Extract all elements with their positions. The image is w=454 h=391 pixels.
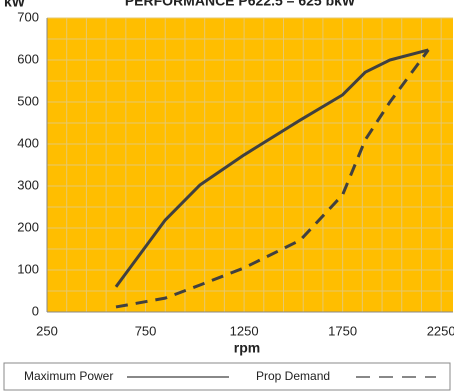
y-axis-label: kW <box>4 0 26 10</box>
x-tick-label: 750 <box>135 323 157 338</box>
y-tick-label: 600 <box>17 51 39 66</box>
x-axis-label: rpm <box>234 340 260 356</box>
y-tick-label: 0 <box>32 303 39 318</box>
series-line <box>115 49 430 309</box>
legend-label: Prop Demand <box>256 369 330 383</box>
y-tick-label: 700 <box>17 9 39 24</box>
series-line <box>114 48 429 288</box>
x-tick-label: 250 <box>36 323 58 338</box>
x-tick-label: 2250 <box>427 323 454 338</box>
y-tick-label: 200 <box>17 219 39 234</box>
chart-title: PERFORMANCE P622.5 – 625 bkW <box>125 0 356 9</box>
legend-label: Maximum Power <box>24 369 113 383</box>
y-tick-label: 400 <box>17 135 39 150</box>
y-tick-label: 500 <box>17 93 39 108</box>
x-tick-label: 1250 <box>230 323 259 338</box>
y-tick-label: 100 <box>17 261 39 276</box>
x-tick-label: 1750 <box>328 323 357 338</box>
y-tick-label: 300 <box>17 177 39 192</box>
